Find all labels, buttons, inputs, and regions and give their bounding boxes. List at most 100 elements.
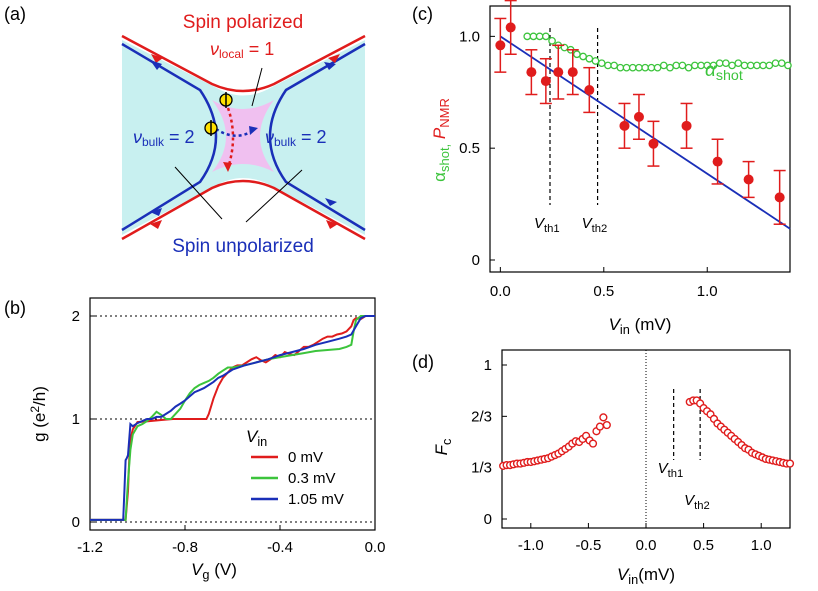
x-tick-label: -0.8 (172, 539, 198, 556)
alpha-shot-point (697, 61, 705, 70)
y-axis-label-part: P (430, 127, 449, 144)
alpha-shot-point (622, 63, 631, 72)
legend-title-sub: in (257, 434, 267, 449)
arrow-red-tl (151, 54, 163, 63)
x-tick-label: 0.0 (490, 283, 511, 300)
x-tick-label: -0.5 (575, 537, 601, 554)
alpha-shot-point (690, 61, 699, 70)
threshold-label-1: Vth2 (684, 492, 710, 512)
alpha-shot-point (535, 32, 544, 41)
y-axis-label-main: g (e (30, 413, 49, 442)
x-axis-label-sub: in (628, 572, 638, 587)
nu-bulk-left-sub: bulk (142, 135, 165, 149)
fit-line (499, 35, 791, 230)
y-tick-label: 1.0 (459, 28, 480, 45)
p-nmr-point (681, 120, 692, 131)
p-nmr-point (743, 174, 754, 185)
alpha-shot-point (678, 61, 687, 70)
y-tick-label: 1/3 (471, 460, 492, 477)
p-nmr-point (567, 67, 578, 78)
alpha-shot-point (523, 32, 532, 41)
alpha-shot-point (604, 61, 612, 70)
alpha-shot-point (548, 36, 556, 45)
x-axis-label: Vin(mV) (617, 565, 675, 587)
y-axis-label-part: α (430, 172, 449, 182)
arrow-red-bl (150, 220, 162, 229)
p-nmr-point (495, 40, 506, 51)
nu-local-label: νlocal = 1 (210, 39, 274, 61)
y-axis-label-part: shot, (437, 144, 452, 172)
y-axis-label-main: F (432, 443, 451, 455)
threshold-label-0-main: V (534, 215, 546, 232)
p-nmr-point (633, 111, 644, 122)
x-tick-label: 0.0 (365, 539, 386, 556)
p-nmr-point (619, 120, 630, 131)
series-line-1 (90, 315, 375, 521)
x-axis-label-sub: g (202, 567, 209, 582)
nu-local-sym: ν (210, 39, 219, 59)
x-tick-label: 0.0 (636, 537, 657, 554)
x-tick-label: -0.4 (267, 539, 293, 556)
y-tick-label: 1 (484, 357, 492, 374)
alpha-shot-series-label-sub: shot (716, 68, 743, 84)
alpha-shot-point (647, 63, 656, 72)
alpha-shot-point (579, 52, 587, 61)
fc-point (588, 439, 598, 448)
alpha-shot-series-label: αshot (705, 60, 743, 84)
blue-edge-left (121, 42, 218, 232)
x-tick-label: -1.2 (77, 539, 103, 556)
alpha-shot-point (573, 50, 581, 59)
x-axis-label: Vg (V) (191, 560, 237, 582)
alpha-shot-point (715, 59, 724, 68)
threshold-label-0: Vth1 (658, 460, 684, 480)
alpha-shot-point (591, 57, 600, 65)
legend-label: 1.05 mV (288, 491, 344, 508)
alpha-shot-point (653, 63, 662, 72)
alpha-shot-point (777, 59, 786, 68)
legend-label: 0 mV (288, 449, 323, 466)
x-axis-label-main: V (617, 565, 630, 584)
alpha-shot-point (672, 61, 681, 70)
panel-b-chart: -1.2 -0.8 -0.4 0.0 0 1 2 Vin 0 mV 0.3 mV 1.05 mV Vg… (28, 297, 386, 582)
panel-label-b: (b) (4, 298, 26, 318)
spin-polarized-label: Spin polarized (183, 12, 303, 33)
threshold-label-0-main: V (658, 460, 670, 477)
alpha-shot-point (628, 63, 637, 72)
x-axis-label-unit: (V) (210, 560, 237, 579)
alpha-shot-point (684, 63, 693, 72)
blue-edge-right (268, 42, 366, 232)
arrow-blue-bl (150, 208, 162, 216)
spin-up-icon (219, 92, 233, 108)
legend-title-main: V (246, 427, 259, 446)
alpha-shot-point (635, 63, 643, 72)
panel-b-frame (89, 297, 376, 531)
alpha-shot-point (722, 59, 730, 68)
series-line-0 (90, 315, 375, 521)
threshold-label-0: Vth1 (534, 215, 560, 235)
y-axis-label: αshot, PNMR (430, 98, 452, 182)
x-axis-label-sub: in (620, 322, 630, 337)
threshold-label-1-sub: th2 (592, 223, 608, 235)
alpha-shot-point (759, 61, 767, 70)
panel-label-d: (d) (412, 352, 434, 372)
alpha-shot-point (746, 61, 755, 70)
threshold-label-1-main: V (684, 492, 696, 509)
p-nmr-point (584, 85, 595, 96)
alpha-shot-point (659, 61, 668, 70)
nu-local-sub: local (219, 47, 244, 61)
alpha-shot-point (734, 59, 743, 68)
y-tick-label: 2/3 (471, 408, 492, 425)
local-region (212, 100, 274, 172)
alpha-shot-point (765, 61, 774, 70)
fc-point (785, 459, 795, 468)
y-tick-label: 0.5 (459, 140, 480, 157)
nu-bulk-right-label: νbulk = 2 (265, 127, 327, 149)
nu-bulk-left-label: νbulk = 2 (133, 127, 195, 149)
red-tunnel-arrow (223, 162, 232, 172)
pointer-bulk-right (245, 169, 303, 223)
p-nmr-point (553, 67, 564, 78)
y-axis-label-sub: c (439, 438, 454, 445)
threshold-label-0-sub: th1 (544, 223, 560, 235)
alpha-shot-point (585, 54, 594, 63)
